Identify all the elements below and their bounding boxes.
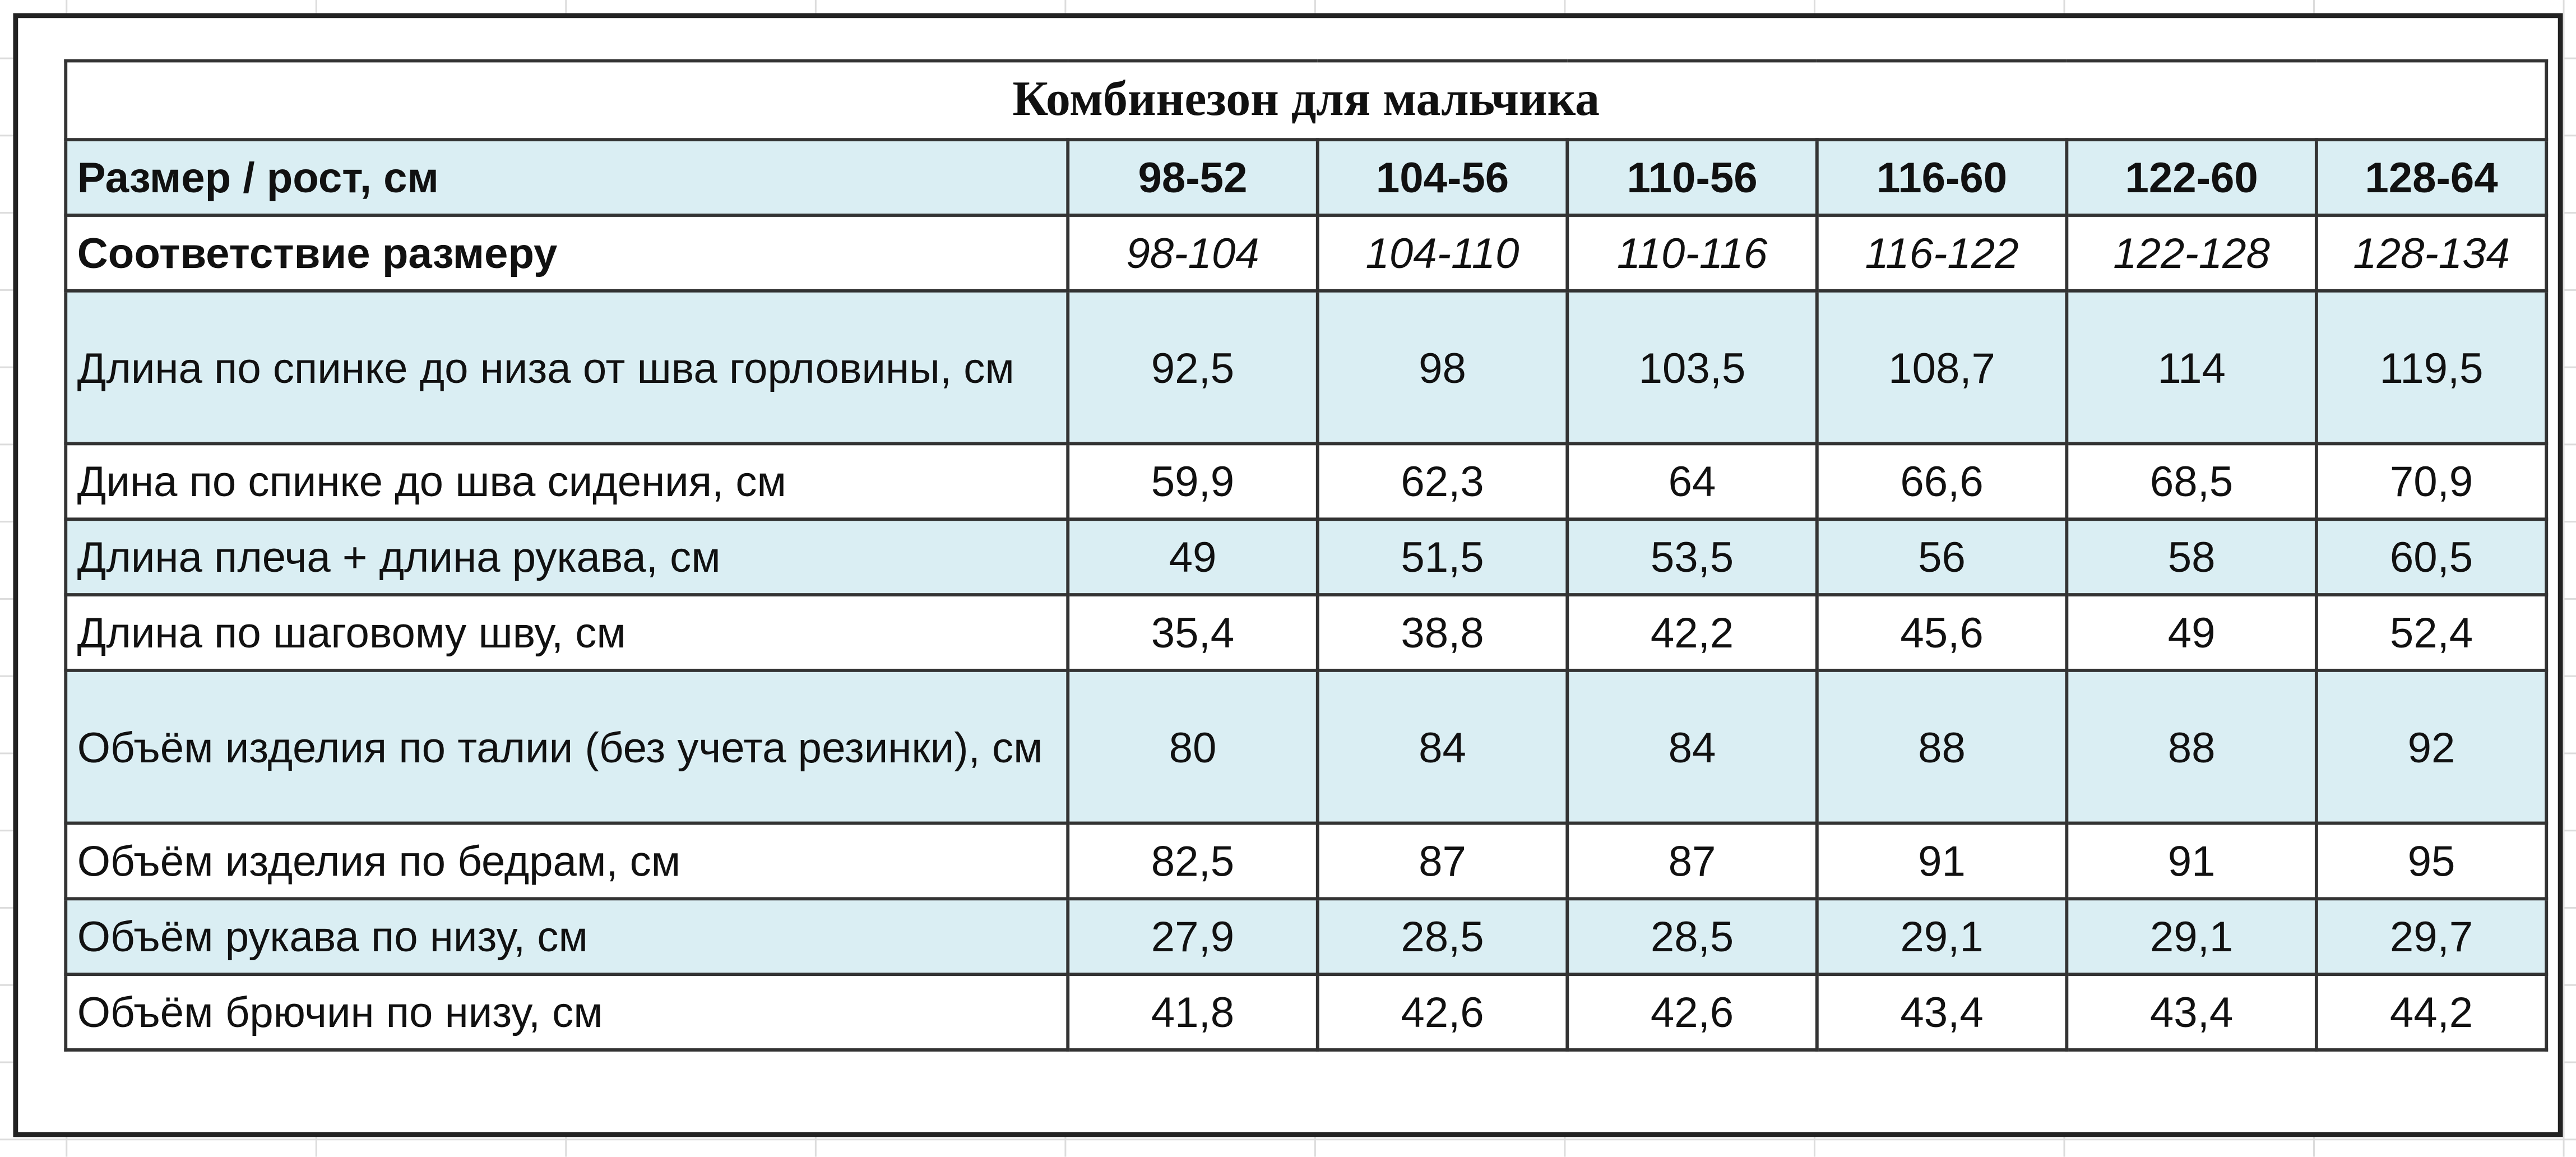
- cell-value: 28,5: [1315, 897, 1569, 976]
- cell-value: 104-110: [1315, 214, 1569, 293]
- cell-value: 62,3: [1315, 442, 1569, 521]
- cell-value: 84: [1565, 668, 1819, 825]
- cell-value: 29,7: [2314, 897, 2549, 976]
- cell-value: 49: [2065, 593, 2318, 672]
- cell-value: 88: [2065, 668, 2318, 825]
- title-row: Комбинезон для мальчика: [64, 59, 2549, 142]
- cell-value: 43,4: [1815, 973, 2069, 1052]
- cell-value: 116-122: [1815, 214, 2069, 293]
- cell-value: 122-128: [2065, 214, 2318, 293]
- row-label: Размер / рост, см: [64, 138, 1070, 217]
- cell-value: 52,4: [2314, 593, 2549, 672]
- row-label: Длина по спинке до низа от шва горловины…: [64, 289, 1070, 446]
- cell-value: 53,5: [1565, 517, 1819, 596]
- cell-value: 51,5: [1315, 517, 1569, 596]
- table-row: Размер / рост, см 98-52 104-56 110-56 116-60…: [64, 138, 2549, 217]
- cell-value: 80: [1066, 668, 1319, 825]
- table-title: Комбинезон для мальчика: [64, 59, 2549, 142]
- cell-value: 98-104: [1066, 214, 1319, 293]
- cell-value: 88: [1815, 668, 2069, 825]
- cell-value: 92,5: [1066, 289, 1319, 446]
- cell-value: 45,6: [1815, 593, 2069, 672]
- cell-value: 68,5: [2065, 442, 2318, 521]
- cell-value: 128-64: [2314, 138, 2549, 217]
- cell-value: 29,1: [2065, 897, 2318, 976]
- cell-value: 87: [1565, 821, 1819, 901]
- cell-value: 91: [2065, 821, 2318, 901]
- cell-value: 108,7: [1815, 289, 2069, 446]
- cell-value: 110-56: [1565, 138, 1819, 217]
- table-row: Объём изделия по талии (без учета резинк…: [64, 668, 2549, 825]
- cell-value: 42,6: [1315, 973, 1569, 1052]
- table-body: Комбинезон для мальчика Размер / рост, с…: [64, 59, 2549, 1052]
- cell-value: 98-52: [1066, 138, 1319, 217]
- cell-value: 66,6: [1815, 442, 2069, 521]
- cell-value: 128-134: [2314, 214, 2549, 293]
- cell-value: 59,9: [1066, 442, 1319, 521]
- table-row: Длина плеча + длина рукава, см 49 51,5 53,5…: [64, 517, 2549, 596]
- cell-value: 95: [2314, 821, 2549, 901]
- cell-value: 82,5: [1066, 821, 1319, 901]
- table-row: Объём брючин по низу, см 41,8 42,6 42,6 43,4…: [64, 973, 2549, 1052]
- cell-value: 28,5: [1565, 897, 1819, 976]
- row-label: Соответствие размеру: [64, 214, 1070, 293]
- frame: Комбинезон для мальчика Размер / рост, с…: [13, 13, 2563, 1137]
- cell-value: 70,9: [2314, 442, 2549, 521]
- cell-value: 43,4: [2065, 973, 2318, 1052]
- cell-value: 29,1: [1815, 897, 2069, 976]
- cell-value: 119,5: [2314, 289, 2549, 446]
- table-row: Дина по спинке до шва сидения, см 59,9 62,…: [64, 442, 2549, 521]
- cell-value: 56: [1815, 517, 2069, 596]
- cell-value: 27,9: [1066, 897, 1319, 976]
- cell-value: 64: [1565, 442, 1819, 521]
- table-row: Объём рукава по низу, см 27,9 28,5 28,5 29,1…: [64, 897, 2549, 976]
- row-label: Длина плеча + длина рукава, см: [64, 517, 1070, 596]
- cell-value: 38,8: [1315, 593, 1569, 672]
- cell-value: 104-56: [1315, 138, 1569, 217]
- cell-value: 98: [1315, 289, 1569, 446]
- cell-value: 92: [2314, 668, 2549, 825]
- table-row: Длина по шаговому шву, см 35,4 38,8 42,2 45,…: [64, 593, 2549, 672]
- cell-value: 116-60: [1815, 138, 2069, 217]
- cell-value: 41,8: [1066, 973, 1319, 1052]
- row-label: Длина по шаговому шву, см: [64, 593, 1070, 672]
- cell-value: 60,5: [2314, 517, 2549, 596]
- table-row: Длина по спинке до низа от шва горловины…: [64, 289, 2549, 446]
- cell-value: 44,2: [2314, 973, 2549, 1052]
- cell-value: 42,2: [1565, 593, 1819, 672]
- cell-value: 49: [1066, 517, 1319, 596]
- cell-value: 110-116: [1565, 214, 1819, 293]
- cell-value: 84: [1315, 668, 1569, 825]
- row-label: Объём брючин по низу, см: [64, 973, 1070, 1052]
- row-label: Объём рукава по низу, см: [64, 897, 1070, 976]
- row-label: Дина по спинке до шва сидения, см: [64, 442, 1070, 521]
- size-table: Комбинезон для мальчика Размер / рост, с…: [64, 59, 2549, 1052]
- cell-value: 122-60: [2065, 138, 2318, 217]
- cell-value: 42,6: [1565, 973, 1819, 1052]
- cell-value: 114: [2065, 289, 2318, 446]
- table-row: Объём изделия по бедрам, см 82,5 87 87 91 91 9…: [64, 821, 2549, 901]
- cell-value: 35,4: [1066, 593, 1319, 672]
- row-label: Объём изделия по талии (без учета резинк…: [64, 668, 1070, 825]
- cell-value: 103,5: [1565, 289, 1819, 446]
- row-label: Объём изделия по бедрам, см: [64, 821, 1070, 901]
- cell-value: 58: [2065, 517, 2318, 596]
- table-row: Соответствие размеру 98-104 104-110 110-116…: [64, 214, 2549, 293]
- cell-value: 91: [1815, 821, 2069, 901]
- cell-value: 87: [1315, 821, 1569, 901]
